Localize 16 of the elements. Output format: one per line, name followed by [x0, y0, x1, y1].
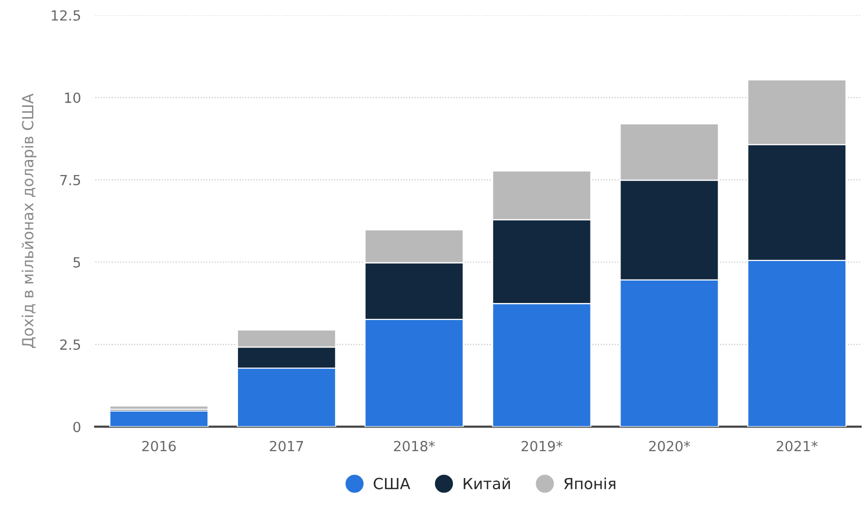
- x-tick-label: 2017: [270, 440, 304, 452]
- x-tick-label: 2020*: [649, 440, 690, 452]
- y-axis-title: Дохід в мільйонах доларів США: [22, 94, 36, 348]
- legend-label: Китай: [464, 478, 510, 490]
- x-tick-label: 2021*: [776, 440, 818, 452]
- y-tick-label: 5: [73, 257, 80, 268]
- y-tick-label: 7.5: [60, 174, 80, 186]
- legend-label: Японія: [564, 478, 616, 490]
- legend-label: США: [374, 478, 410, 490]
- y-tick-label: 2.5: [60, 339, 80, 350]
- y-tick-label: 0: [73, 422, 80, 432]
- x-tick-label: 2016: [142, 440, 176, 452]
- y-tick-label: 10: [65, 92, 80, 104]
- y-tick-label: 12.5: [52, 10, 80, 21]
- x-tick-label: 2019*: [522, 440, 562, 452]
- x-tick-label: 2018*: [394, 440, 435, 452]
